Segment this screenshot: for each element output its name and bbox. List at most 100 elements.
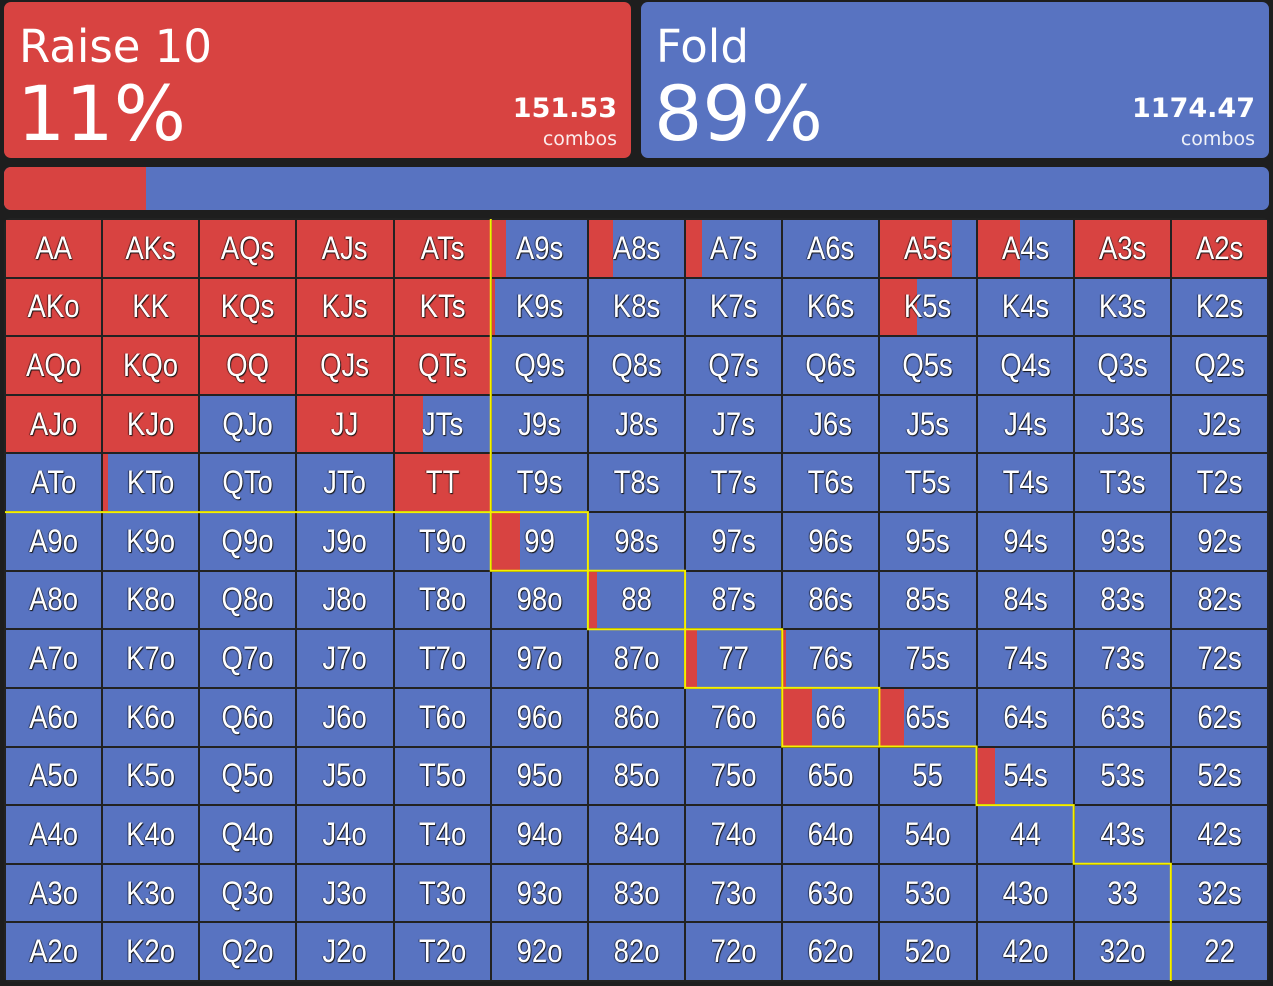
hand-cell-Q7s[interactable]: Q7s [686,337,782,394]
hand-cell-93s[interactable]: 93s [1074,513,1170,570]
hand-cell-AQs[interactable]: AQs [200,220,296,277]
hand-cell-98s[interactable]: 98s [588,513,685,570]
hand-cell-44[interactable]: 44 [977,806,1073,863]
hand-cell-43s[interactable]: 43s [1074,806,1170,863]
hand-cell-22[interactable]: 22 [1171,923,1267,980]
hand-cell-82o[interactable]: 82o [588,923,685,980]
hand-cell-KJo[interactable]: KJo [103,395,199,453]
hand-cell-J6s[interactable]: J6s [783,395,879,453]
hand-cell-A2s[interactable]: A2s [1171,220,1267,277]
hand-cell-83o[interactable]: 83o [588,864,685,922]
hand-cell-J2s[interactable]: J2s [1171,395,1267,453]
hand-cell-33[interactable]: 33 [1074,864,1170,922]
hand-cell-99[interactable]: 99 [491,513,587,570]
hand-cell-32s[interactable]: 32s [1171,864,1267,922]
hand-cell-A8o[interactable]: A8o [6,571,102,629]
hand-cell-J5o[interactable]: J5o [297,747,393,805]
hand-cell-Q3o[interactable]: Q3o [200,864,296,922]
hand-cell-QJs[interactable]: QJs [297,337,393,394]
hand-cell-73s[interactable]: 73s [1074,630,1170,687]
hand-cell-K8s[interactable]: K8s [588,278,685,336]
hand-cell-J9s[interactable]: J9s [491,395,587,453]
hand-cell-ATo[interactable]: ATo [6,454,102,512]
hand-cell-T4o[interactable]: T4o [394,806,490,863]
hand-cell-QTo[interactable]: QTo [200,454,296,512]
hand-cell-55[interactable]: 55 [880,747,976,805]
hand-cell-T9o[interactable]: T9o [394,513,490,570]
hand-cell-64s[interactable]: 64s [977,688,1073,746]
hand-cell-J2o[interactable]: J2o [297,923,393,980]
hand-cell-JTs[interactable]: JTs [394,395,490,453]
hand-cell-J9o[interactable]: J9o [297,513,393,570]
hand-cell-97o[interactable]: 97o [491,630,587,687]
hand-cell-KK[interactable]: KK [103,278,199,336]
hand-cell-54s[interactable]: 54s [977,747,1073,805]
hand-cell-Q3s[interactable]: Q3s [1074,337,1170,394]
hand-cell-75o[interactable]: 75o [686,747,782,805]
hand-cell-KTo[interactable]: KTo [103,454,199,512]
hand-cell-KTs[interactable]: KTs [394,278,490,336]
hand-cell-QQ[interactable]: QQ [200,337,296,394]
hand-cell-T2s[interactable]: T2s [1171,454,1267,512]
hand-cell-A2o[interactable]: A2o [6,923,102,980]
hand-cell-K6o[interactable]: K6o [103,688,199,746]
hand-cell-A7o[interactable]: A7o [6,630,102,687]
hand-cell-64o[interactable]: 64o [783,806,879,863]
hand-cell-JJ[interactable]: JJ [297,395,393,453]
hand-cell-A9s[interactable]: A9s [491,220,587,277]
hand-cell-K4s[interactable]: K4s [977,278,1073,336]
hand-cell-94s[interactable]: 94s [977,513,1073,570]
hand-cell-Q5s[interactable]: Q5s [880,337,976,394]
hand-cell-52o[interactable]: 52o [880,923,976,980]
hand-cell-T8s[interactable]: T8s [588,454,685,512]
hand-cell-32o[interactable]: 32o [1074,923,1170,980]
hand-cell-Q2o[interactable]: Q2o [200,923,296,980]
hand-cell-T4s[interactable]: T4s [977,454,1073,512]
hand-cell-73o[interactable]: 73o [686,864,782,922]
hand-cell-K8o[interactable]: K8o [103,571,199,629]
hand-cell-52s[interactable]: 52s [1171,747,1267,805]
hand-cell-AKs[interactable]: AKs [103,220,199,277]
hand-cell-T6s[interactable]: T6s [783,454,879,512]
hand-cell-T7o[interactable]: T7o [394,630,490,687]
hand-cell-TT[interactable]: TT [394,454,490,512]
hand-cell-A4s[interactable]: A4s [977,220,1073,277]
hand-cell-J7o[interactable]: J7o [297,630,393,687]
hand-cell-74s[interactable]: 74s [977,630,1073,687]
hand-cell-63o[interactable]: 63o [783,864,879,922]
hand-cell-96o[interactable]: 96o [491,688,587,746]
hand-cell-AJo[interactable]: AJo [6,395,102,453]
hand-cell-K5o[interactable]: K5o [103,747,199,805]
hand-cell-Q7o[interactable]: Q7o [200,630,296,687]
hand-cell-53s[interactable]: 53s [1074,747,1170,805]
hand-cell-A6s[interactable]: A6s [783,220,879,277]
hand-cell-83s[interactable]: 83s [1074,571,1170,629]
hand-cell-42s[interactable]: 42s [1171,806,1267,863]
hand-cell-A7s[interactable]: A7s [686,220,782,277]
hand-cell-88[interactable]: 88 [588,571,685,629]
hand-cell-A8s[interactable]: A8s [588,220,685,277]
hand-cell-T9s[interactable]: T9s [491,454,587,512]
hand-cell-KJs[interactable]: KJs [297,278,393,336]
hand-cell-72o[interactable]: 72o [686,923,782,980]
hand-cell-T3s[interactable]: T3s [1074,454,1170,512]
hand-cell-K3s[interactable]: K3s [1074,278,1170,336]
hand-cell-J3o[interactable]: J3o [297,864,393,922]
hand-cell-96s[interactable]: 96s [783,513,879,570]
hand-cell-J5s[interactable]: J5s [880,395,976,453]
hand-cell-Q9o[interactable]: Q9o [200,513,296,570]
hand-cell-65o[interactable]: 65o [783,747,879,805]
hand-cell-KQs[interactable]: KQs [200,278,296,336]
hand-cell-T7s[interactable]: T7s [686,454,782,512]
hand-cell-QJo[interactable]: QJo [200,395,296,453]
hand-cell-K7o[interactable]: K7o [103,630,199,687]
hand-cell-K9o[interactable]: K9o [103,513,199,570]
hand-cell-63s[interactable]: 63s [1074,688,1170,746]
hand-cell-77[interactable]: 77 [686,630,782,687]
hand-cell-AJs[interactable]: AJs [297,220,393,277]
hand-cell-94o[interactable]: 94o [491,806,587,863]
hand-cell-65s[interactable]: 65s [880,688,976,746]
hand-cell-92s[interactable]: 92s [1171,513,1267,570]
hand-cell-J7s[interactable]: J7s [686,395,782,453]
hand-cell-87o[interactable]: 87o [588,630,685,687]
